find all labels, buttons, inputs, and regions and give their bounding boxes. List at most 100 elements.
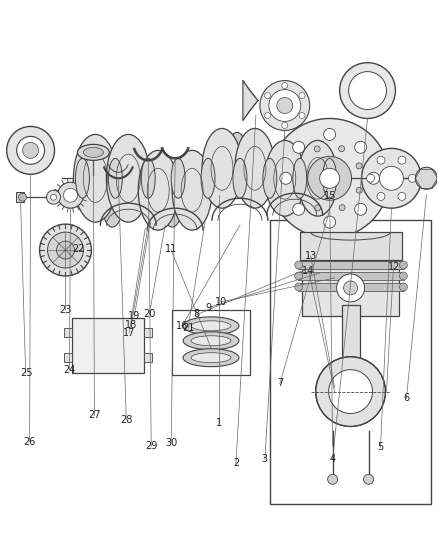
- Ellipse shape: [399, 283, 407, 291]
- Ellipse shape: [102, 183, 122, 227]
- Ellipse shape: [298, 140, 338, 216]
- Ellipse shape: [233, 158, 247, 198]
- Circle shape: [282, 123, 288, 128]
- Circle shape: [328, 370, 372, 414]
- Ellipse shape: [293, 158, 307, 198]
- Text: 29: 29: [145, 441, 158, 451]
- Ellipse shape: [78, 144, 110, 160]
- Bar: [298, 283, 404, 291]
- Text: 22: 22: [72, 245, 85, 254]
- Ellipse shape: [265, 140, 305, 216]
- Circle shape: [314, 146, 320, 152]
- Circle shape: [339, 63, 396, 118]
- Circle shape: [324, 216, 336, 228]
- Text: 19: 19: [128, 311, 140, 321]
- Ellipse shape: [183, 317, 239, 335]
- Circle shape: [19, 193, 27, 201]
- Circle shape: [377, 156, 385, 164]
- Bar: [144, 353, 152, 362]
- Circle shape: [408, 174, 417, 182]
- Circle shape: [308, 156, 352, 200]
- Circle shape: [356, 187, 362, 193]
- Circle shape: [316, 357, 385, 426]
- Ellipse shape: [191, 321, 231, 331]
- Circle shape: [293, 141, 304, 154]
- Text: 11: 11: [165, 245, 177, 254]
- Ellipse shape: [141, 158, 155, 198]
- Circle shape: [282, 83, 288, 88]
- Ellipse shape: [106, 134, 150, 222]
- Ellipse shape: [295, 272, 303, 280]
- Circle shape: [367, 174, 374, 182]
- Circle shape: [415, 167, 437, 189]
- Bar: [300, 232, 403, 260]
- Text: 5: 5: [378, 442, 384, 452]
- Circle shape: [265, 93, 271, 99]
- Text: 25: 25: [20, 368, 32, 378]
- Ellipse shape: [399, 272, 407, 280]
- Circle shape: [297, 188, 303, 193]
- Circle shape: [343, 281, 357, 295]
- Text: 9: 9: [205, 303, 211, 313]
- Text: 13: 13: [304, 251, 317, 261]
- Bar: [72, 318, 144, 373]
- Text: 8: 8: [193, 309, 199, 319]
- Text: 27: 27: [88, 410, 101, 420]
- Ellipse shape: [171, 158, 185, 198]
- Bar: [298, 272, 404, 280]
- Ellipse shape: [191, 336, 231, 346]
- Circle shape: [293, 203, 304, 215]
- Bar: [172, 310, 250, 375]
- Circle shape: [364, 474, 374, 484]
- Text: 3: 3: [262, 454, 268, 464]
- Ellipse shape: [235, 128, 275, 208]
- Circle shape: [50, 194, 57, 200]
- Circle shape: [297, 163, 303, 169]
- Circle shape: [379, 166, 403, 190]
- Text: 1: 1: [216, 418, 222, 428]
- Ellipse shape: [290, 148, 310, 192]
- Circle shape: [265, 112, 271, 118]
- Circle shape: [57, 182, 83, 208]
- Ellipse shape: [202, 128, 242, 208]
- Circle shape: [356, 163, 362, 169]
- Text: 30: 30: [165, 438, 177, 448]
- Text: 6: 6: [404, 393, 410, 403]
- Circle shape: [324, 128, 336, 140]
- Circle shape: [367, 172, 379, 184]
- Circle shape: [315, 205, 321, 211]
- Ellipse shape: [183, 349, 239, 367]
- Circle shape: [64, 188, 78, 202]
- Text: 20: 20: [143, 309, 155, 319]
- Text: 14: 14: [302, 266, 314, 276]
- Text: 7: 7: [277, 378, 283, 389]
- Circle shape: [48, 232, 83, 268]
- Bar: [64, 353, 72, 362]
- Text: 4: 4: [329, 454, 336, 464]
- Bar: [342, 305, 360, 370]
- Circle shape: [39, 224, 92, 276]
- Bar: [302, 261, 399, 316]
- Circle shape: [361, 148, 421, 208]
- Text: 2: 2: [233, 458, 240, 468]
- Text: 12: 12: [388, 262, 400, 271]
- Ellipse shape: [75, 158, 89, 198]
- Circle shape: [57, 241, 74, 259]
- Ellipse shape: [295, 283, 303, 291]
- Circle shape: [23, 142, 39, 158]
- Circle shape: [269, 90, 301, 122]
- Bar: [64, 328, 72, 337]
- Circle shape: [260, 80, 310, 131]
- Text: 15: 15: [324, 191, 336, 201]
- Circle shape: [299, 93, 305, 99]
- Circle shape: [398, 192, 406, 200]
- Circle shape: [328, 474, 338, 484]
- Circle shape: [7, 126, 54, 174]
- Circle shape: [377, 192, 385, 200]
- Circle shape: [355, 203, 367, 215]
- Circle shape: [320, 168, 339, 188]
- Circle shape: [337, 274, 364, 302]
- Text: 28: 28: [120, 415, 133, 424]
- Ellipse shape: [83, 148, 103, 157]
- Circle shape: [299, 112, 305, 118]
